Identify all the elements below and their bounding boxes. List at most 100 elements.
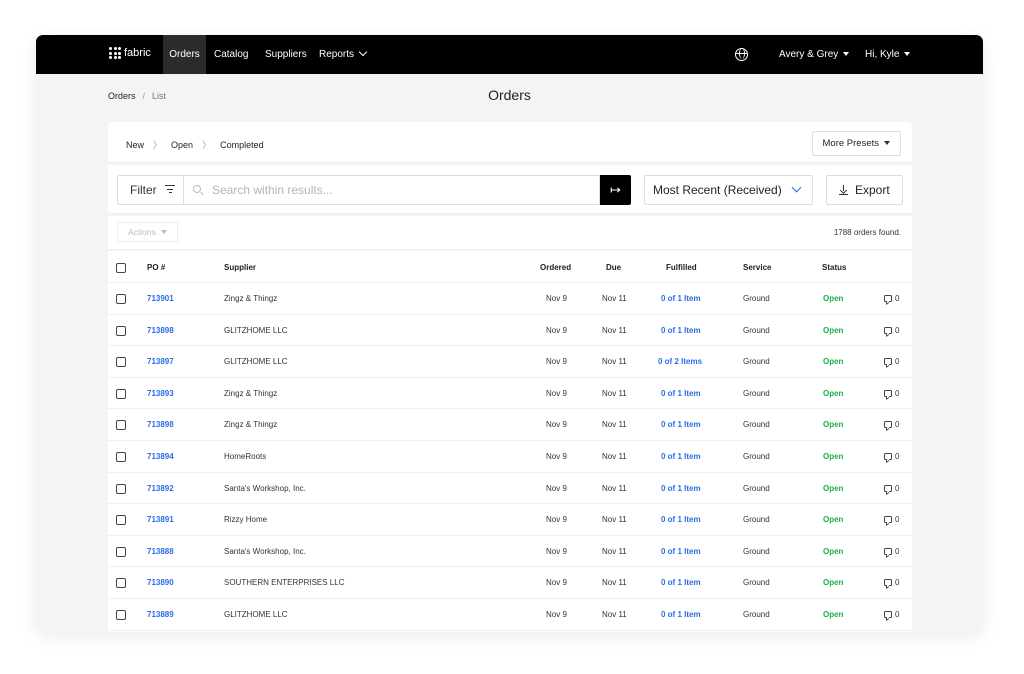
table-row[interactable]: 713892 Santa's Workshop, Inc. Nov 9 Nov 11 0… — [108, 473, 912, 505]
header-supplier[interactable]: Supplier — [224, 263, 257, 272]
fulfilled-link[interactable]: 0 of 1 Item — [661, 452, 701, 461]
search-submit-button[interactable]: ↦ — [600, 175, 631, 205]
sort-select[interactable]: Most Recent (Received) — [644, 175, 813, 205]
row-checkbox[interactable] — [116, 578, 126, 589]
po-link[interactable]: 713893 — [147, 388, 174, 398]
fulfilled-link[interactable]: 0 of 1 Item — [661, 578, 701, 588]
row-checkbox[interactable] — [116, 452, 126, 462]
po-link[interactable]: 713894 — [147, 452, 174, 461]
comments-button[interactable]: 0 — [884, 484, 899, 493]
comments-button[interactable]: 0 — [884, 326, 899, 335]
row-checkbox[interactable] — [116, 325, 126, 336]
po-link[interactable]: 713901 — [147, 294, 174, 303]
supplier-cell: Zingz & Thingz — [224, 420, 278, 430]
breadcrumb-current: List — [152, 91, 167, 101]
fulfilled-link[interactable]: 0 of 1 Item — [661, 420, 701, 430]
filter-icon — [165, 185, 175, 194]
nav-item-reports[interactable]: Reports — [319, 35, 368, 74]
comments-button[interactable]: 0 — [884, 610, 899, 619]
comments-button[interactable]: 0 — [884, 294, 899, 303]
fulfilled-link[interactable]: 0 of 1 Item — [661, 388, 701, 398]
table-row[interactable]: 713891 Rizzy Home Nov 9 Nov 11 0 of 1 Item Gr… — [108, 504, 912, 536]
export-button[interactable]: Export — [826, 175, 903, 205]
fulfilled-link[interactable]: 0 of 1 Item — [661, 546, 701, 556]
row-checkbox[interactable] — [116, 294, 126, 304]
comment-icon — [884, 484, 892, 492]
po-link[interactable]: 713889 — [147, 610, 174, 619]
breadcrumb-root[interactable]: Orders — [108, 91, 136, 101]
comment-icon — [884, 389, 892, 397]
filter-button[interactable]: Filter — [117, 175, 183, 205]
ordered-cell: Nov 9 — [546, 546, 567, 556]
row-checkbox[interactable] — [116, 546, 126, 557]
header-service[interactable]: Service — [743, 263, 772, 272]
select-all-checkbox[interactable] — [116, 263, 126, 273]
po-link[interactable]: 713888 — [147, 546, 174, 556]
fulfilled-link[interactable]: 0 of 1 Item — [661, 294, 701, 303]
header-due[interactable]: Due — [606, 263, 622, 272]
comments-button[interactable]: 0 — [884, 578, 899, 587]
table-row[interactable]: 713894 HomeRoots Nov 9 Nov 11 0 of 1 Item Gro… — [108, 441, 912, 473]
fulfilled-link[interactable]: 0 of 1 Item — [661, 515, 701, 525]
row-checkbox[interactable] — [116, 610, 126, 620]
nav-item-orders[interactable]: Orders — [163, 35, 206, 74]
po-link[interactable]: 713890 — [147, 578, 174, 588]
table-row[interactable]: 713898 GLITZHOME LLC Nov 9 Nov 11 0 of 1 Ite… — [108, 315, 912, 347]
user-menu[interactable]: Hi, Kyle — [865, 35, 911, 74]
table-row[interactable]: 713890 SOUTHERN ENTERPRISES LLC Nov 9 Nov 1… — [108, 567, 912, 599]
header-ordered[interactable]: Ordered — [540, 263, 572, 272]
org-switcher[interactable]: Avery & Grey — [779, 35, 850, 74]
po-link[interactable]: 713898 — [147, 325, 174, 335]
fulfilled-link[interactable]: 0 of 2 Items — [658, 357, 703, 367]
header-status[interactable]: Status — [822, 263, 847, 272]
comments-button[interactable]: 0 — [884, 420, 899, 429]
caret-down-icon — [160, 230, 167, 234]
app-window: fabric Orders Catalog Suppliers Reports … — [36, 35, 983, 632]
search-input[interactable] — [212, 176, 592, 204]
step-open[interactable]: Open — [171, 140, 194, 150]
po-link[interactable]: 713897 — [147, 357, 174, 367]
presets-bar: New 〉 Open 〉 Completed More Presets — [108, 122, 912, 163]
step-completed[interactable]: Completed — [220, 140, 264, 150]
due-cell: Nov 11 — [602, 388, 627, 398]
table-row[interactable]: 713888 Santa's Workshop, Inc. Nov 9 Nov 11 0… — [108, 536, 912, 568]
po-link[interactable]: 713891 — [147, 515, 174, 525]
comments-button[interactable]: 0 — [884, 452, 899, 461]
po-link[interactable]: 713898 — [147, 420, 174, 430]
po-link[interactable]: 713892 — [147, 483, 174, 493]
supplier-cell: HomeRoots — [224, 452, 267, 461]
nav-item-suppliers[interactable]: Suppliers — [265, 49, 307, 60]
fulfilled-link[interactable]: 0 of 1 Item — [661, 325, 701, 335]
globe-icon[interactable] — [735, 48, 748, 61]
top-nav: fabric Orders Catalog Suppliers Reports … — [36, 35, 983, 74]
table-row[interactable]: 713901 Zingz & Thingz Nov 9 Nov 11 0 of 1 It… — [108, 283, 912, 315]
chevron-down-icon — [358, 47, 368, 57]
row-checkbox[interactable] — [116, 515, 126, 526]
row-checkbox[interactable] — [116, 483, 126, 494]
fulfilled-link[interactable]: 0 of 1 Item — [661, 483, 701, 493]
actions-dropdown[interactable]: Actions — [117, 222, 178, 242]
supplier-cell: SOUTHERN ENTERPRISES LLC — [224, 578, 345, 588]
header-po[interactable]: PO # — [147, 263, 166, 272]
row-checkbox[interactable] — [116, 388, 126, 399]
table-row[interactable]: 713897 GLITZHOME LLC Nov 9 Nov 11 0 of 2 Ite… — [108, 346, 912, 378]
table-row[interactable]: 713898 Zingz & Thingz Nov 9 Nov 11 0 of 1 It… — [108, 409, 912, 441]
header-fulfilled[interactable]: Fulfilled — [666, 263, 697, 272]
step-new[interactable]: New — [126, 140, 145, 150]
more-presets-button[interactable]: More Presets — [811, 131, 901, 156]
status-badge: Open — [823, 578, 844, 588]
comments-button[interactable]: 0 — [884, 547, 899, 556]
table-row[interactable]: 713889 GLITZHOME LLC Nov 9 Nov 11 0 of 1 Ite… — [108, 599, 912, 631]
table-row[interactable]: 713893 Zingz & Thingz Nov 9 Nov 11 0 of 1 It… — [108, 378, 912, 410]
results-count: 1788 orders found. — [833, 228, 901, 237]
nav-item-catalog[interactable]: Catalog — [214, 49, 249, 60]
comments-button[interactable]: 0 — [884, 389, 899, 398]
row-checkbox[interactable] — [116, 357, 126, 368]
comment-icon — [884, 516, 892, 524]
comments-button[interactable]: 0 — [884, 515, 899, 524]
comments-button[interactable]: 0 — [884, 357, 899, 366]
fulfilled-link[interactable]: 0 of 1 Item — [661, 610, 701, 619]
row-checkbox[interactable] — [116, 420, 126, 431]
logo[interactable]: fabric — [109, 47, 151, 59]
page-title: Orders — [488, 87, 531, 103]
